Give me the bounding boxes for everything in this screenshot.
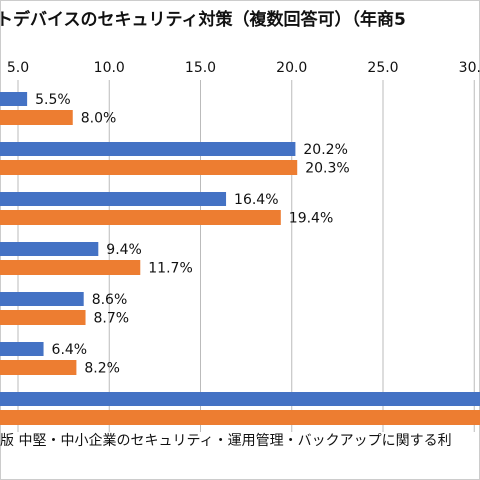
bar (0, 210, 281, 225)
data-label: 16.4% (234, 192, 278, 208)
x-tick-label: 30.0 (459, 60, 480, 76)
bar (0, 260, 141, 275)
chart-title: トデバイスのセキュリティ対策（複数回答可）（年商5 (0, 9, 406, 30)
data-label: 20.3% (305, 161, 349, 177)
x-tick-label: 5.0 (7, 60, 29, 76)
data-label: 19.4% (289, 211, 333, 227)
data-label: 5.5% (35, 92, 71, 108)
data-label: 11.7% (148, 261, 192, 277)
data-label: 20.2% (303, 142, 347, 158)
bar (0, 142, 296, 156)
bar (0, 160, 298, 175)
x-tick-label: 10.0 (94, 60, 125, 76)
bar (0, 110, 73, 125)
data-label: 8.7% (94, 311, 130, 327)
source-note: 版 中堅・中小企業のセキュリティ・運用管理・バックアップに関する利 (0, 432, 452, 449)
data-label: 8.0% (81, 111, 117, 127)
bar (0, 310, 86, 325)
bar (0, 360, 77, 375)
x-tick-label: 25.0 (367, 60, 398, 76)
bar (0, 392, 480, 406)
data-label: 8.6% (92, 292, 128, 308)
bar (0, 292, 84, 306)
bar (0, 410, 480, 425)
bar (0, 242, 99, 256)
bar (0, 92, 28, 106)
x-tick-label: 15.0 (185, 60, 216, 76)
data-label: 8.2% (84, 361, 120, 377)
bar (0, 342, 44, 356)
data-label: 9.4% (106, 242, 142, 258)
data-label: 6.4% (52, 342, 88, 358)
bar (0, 192, 227, 206)
x-tick-label: 20.0 (276, 60, 307, 76)
